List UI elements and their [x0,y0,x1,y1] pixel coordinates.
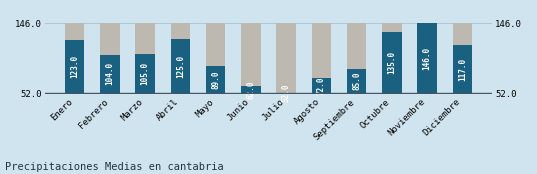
Bar [135,23,155,93]
Bar [311,23,331,93]
Text: 72.0: 72.0 [317,76,326,95]
Bar [347,69,366,93]
Text: 117.0: 117.0 [458,57,467,81]
Text: 135.0: 135.0 [387,51,396,74]
Bar [171,39,190,93]
Bar [347,23,366,93]
Bar [135,54,155,93]
Text: 85.0: 85.0 [352,72,361,90]
Text: 62.0: 62.0 [246,80,256,99]
Bar [100,54,120,93]
Text: 105.0: 105.0 [141,62,150,85]
Bar [417,23,437,93]
Bar [171,23,190,93]
Text: 104.0: 104.0 [105,62,114,85]
Bar [453,45,472,93]
Bar [100,23,120,93]
Bar [241,86,260,93]
Text: 146.0: 146.0 [423,47,432,70]
Bar [206,23,226,93]
Text: 123.0: 123.0 [70,55,79,78]
Bar [382,31,402,93]
Bar [417,23,437,93]
Bar [206,66,226,93]
Bar [382,23,402,93]
Text: Precipitaciones Medias en cantabria: Precipitaciones Medias en cantabria [5,162,224,172]
Bar [65,23,84,93]
Bar [453,23,472,93]
Bar [65,40,84,93]
Text: 125.0: 125.0 [176,54,185,78]
Text: 52.0: 52.0 [281,84,291,102]
Text: 89.0: 89.0 [211,70,220,89]
Bar [241,23,260,93]
Bar [311,78,331,93]
Bar [277,23,296,93]
